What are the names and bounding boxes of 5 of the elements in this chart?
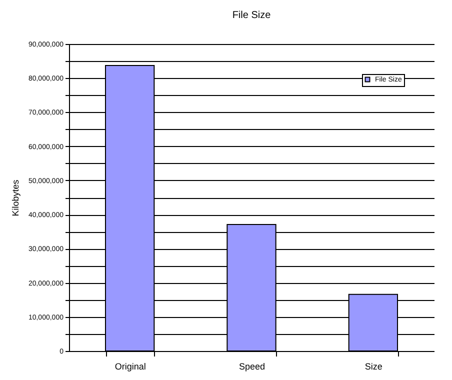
x-tick-label: Original [114, 362, 146, 372]
chart-title: File Size [232, 10, 272, 21]
x-tick-label: Speed [238, 362, 266, 372]
x-tick-label: Size [364, 362, 382, 372]
y-axis-title: Kilobytes [10, 179, 20, 216]
